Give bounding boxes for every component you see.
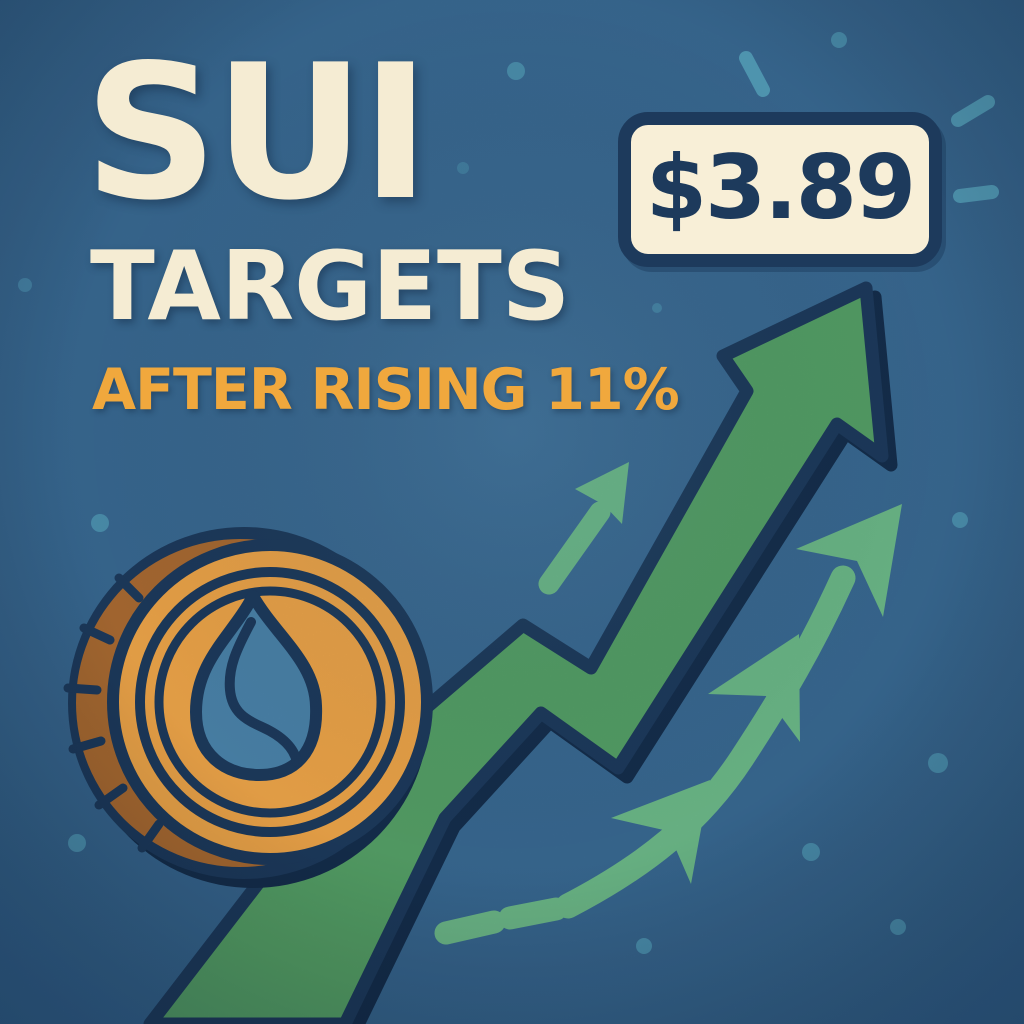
price-text: $3.89 — [645, 136, 916, 239]
headline-line1: SUI — [84, 24, 430, 241]
subtitle-text: AFTER RISING 11% — [92, 357, 680, 423]
price-badge: $3.89 — [618, 112, 942, 267]
headline-line2: TARGETS — [90, 232, 571, 342]
